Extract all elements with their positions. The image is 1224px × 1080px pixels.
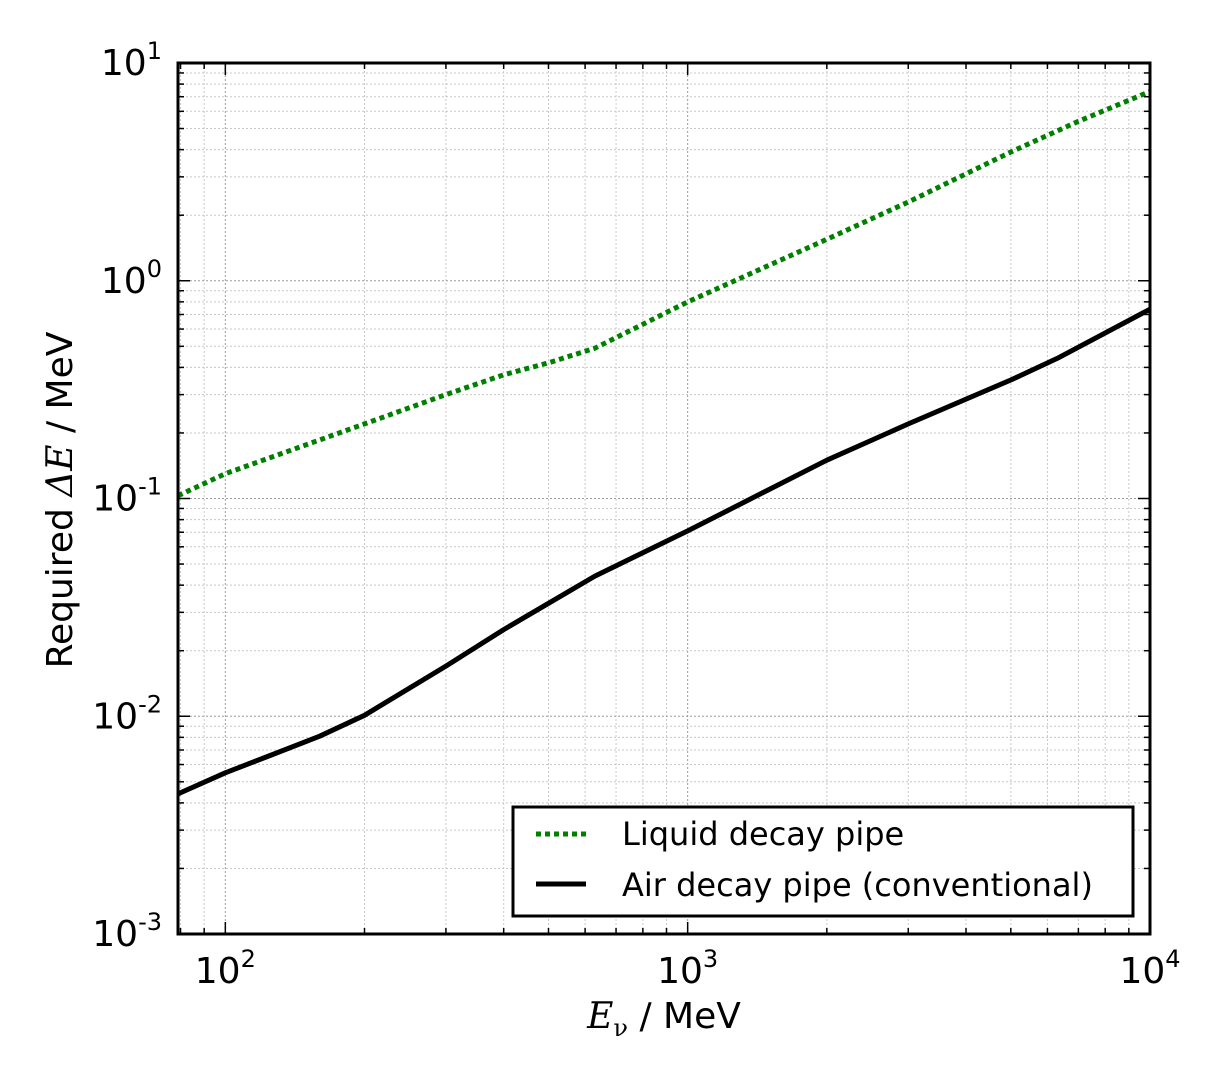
legend-label-liquid: Liquid decay pipe: [622, 815, 904, 853]
series-line-air-decay-pipe: [176, 306, 1152, 797]
y-tick-label: 101: [101, 37, 162, 84]
y-axis-label: Required ΔE / MeV: [40, 331, 81, 668]
legend: Liquid decay pipe Air decay pipe (conven…: [511, 805, 1135, 918]
x-tick-label: 103: [657, 945, 718, 992]
y-tick-label: 10-2: [92, 690, 162, 737]
x-tick-label: 102: [195, 945, 256, 992]
y-tick-label: 10-3: [92, 908, 162, 955]
series-line-liquid-decay-pipe: [176, 89, 1151, 498]
grid: [178, 62, 1151, 935]
axis-ticks: 102 103 104 10-3 10-2 10-1 100 101: [92, 37, 1180, 992]
y-tick-label: 100: [101, 255, 162, 302]
legend-box: [511, 805, 1135, 918]
series-group: [176, 89, 1152, 797]
x-tick-label: 104: [1119, 945, 1180, 992]
legend-label-air: Air decay pipe (conventional): [622, 866, 1093, 904]
y-tick-label: 10-1: [92, 473, 162, 520]
x-axis-label: Eν / MeV: [586, 996, 741, 1042]
